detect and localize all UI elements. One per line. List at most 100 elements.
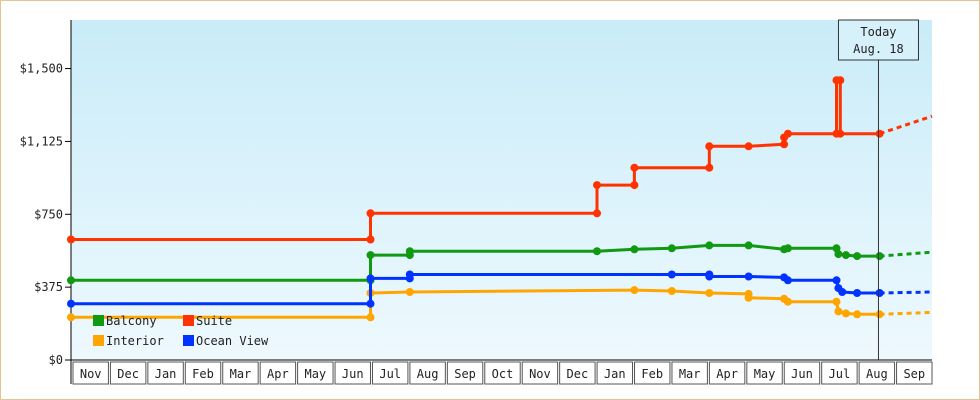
point-ocean-view-14 — [853, 289, 862, 297]
x-tick-label-6: May — [304, 367, 326, 381]
point-balcony-2 — [366, 251, 375, 260]
x-tick-label-21: Aug — [866, 367, 888, 381]
x-month-box-21 — [858, 361, 896, 385]
point-suite-10 — [780, 140, 789, 149]
point-suite-12 — [783, 129, 792, 138]
x-month-box-6 — [297, 361, 334, 385]
x-tick-label-16: Mar — [679, 367, 701, 381]
x-tick-label-8: Jul — [379, 367, 401, 381]
point-balcony-11 — [783, 244, 792, 253]
x-tick-label-17: Apr — [716, 367, 738, 381]
x-month-box-13 — [559, 361, 596, 385]
x-tick-label-4: Mar — [230, 367, 252, 381]
point-interior-14 — [853, 310, 862, 319]
point-balcony-4 — [405, 247, 414, 256]
x-month-box-5 — [259, 361, 297, 385]
x-month-box-17 — [708, 361, 746, 385]
legend-swatch-suite — [183, 315, 194, 326]
x-tick-label-19: Jun — [791, 367, 813, 381]
point-interior-0 — [67, 313, 75, 322]
point-suite-9 — [744, 142, 753, 151]
point-balcony-14 — [841, 251, 850, 260]
point-interior-4 — [630, 286, 639, 295]
x-month-box-9 — [409, 361, 446, 385]
point-interior-10 — [783, 297, 792, 306]
point-interior-8 — [744, 293, 753, 302]
x-tick-label-13: Dec — [567, 367, 589, 381]
legend-label-ocean-view: Ocean View — [196, 334, 269, 348]
legend-label-suite: Suite — [196, 314, 232, 328]
point-suite-0 — [67, 235, 75, 244]
point-suite-16 — [836, 129, 845, 138]
y-tick-label-1: $375 — [34, 280, 63, 294]
x-month-box-18 — [746, 361, 783, 385]
plot-area — [71, 20, 932, 360]
x-month-box-8 — [371, 361, 409, 385]
x-month-box-12 — [521, 361, 559, 385]
point-suite-1 — [366, 235, 375, 244]
point-ocean-view-13 — [838, 288, 847, 296]
x-month-box-0 — [72, 361, 109, 385]
x-month-box-7 — [334, 361, 371, 385]
x-tick-label-10: Sep — [454, 367, 476, 381]
x-month-box-10 — [446, 361, 484, 385]
legend-swatch-balcony — [93, 315, 104, 326]
x-tick-label-22: Sep — [903, 367, 925, 381]
x-tick-label-20: Jul — [829, 367, 851, 381]
point-interior-15 — [875, 310, 884, 319]
point-suite-5 — [630, 181, 639, 190]
y-tick-label-4: $1,500 — [20, 62, 63, 76]
today-box — [837, 19, 919, 61]
point-suite-6 — [630, 163, 639, 172]
point-suite-3 — [593, 209, 601, 218]
point-interior-13 — [841, 309, 850, 318]
y-tick-label-0: $0 — [49, 353, 63, 367]
point-suite-8 — [705, 142, 714, 151]
x-tick-label-12: Nov — [529, 367, 551, 381]
point-balcony-5 — [593, 247, 601, 256]
x-month-box-4 — [222, 361, 259, 385]
point-ocean-view-7 — [705, 272, 714, 281]
y-tick-label-2: $750 — [34, 207, 63, 221]
x-month-box-16 — [671, 361, 708, 385]
point-interior-12 — [834, 307, 843, 316]
point-ocean-view-11 — [832, 276, 841, 285]
x-month-box-3 — [184, 361, 222, 385]
x-month-box-11 — [484, 361, 521, 385]
x-month-box-19 — [783, 361, 821, 385]
series-forecast-suite — [879, 114, 933, 136]
point-balcony-6 — [630, 245, 639, 254]
point-ocean-view-4 — [405, 270, 414, 279]
legend-swatch-ocean-view — [183, 335, 194, 346]
x-tick-label-2: Jan — [155, 367, 177, 381]
x-tick-label-3: Feb — [192, 367, 214, 381]
x-tick-label-18: May — [754, 367, 776, 381]
y-tick-label-3: $1,125 — [20, 134, 63, 148]
x-tick-label-5: Apr — [267, 367, 289, 381]
point-interior-1 — [366, 313, 375, 322]
x-month-box-20 — [821, 361, 858, 385]
point-ocean-view-1 — [366, 299, 375, 308]
point-interior-3 — [405, 288, 414, 296]
point-interior-6 — [705, 289, 714, 297]
x-tick-label-7: Jun — [342, 367, 364, 381]
point-ocean-view-10 — [783, 276, 792, 285]
today-label: Today — [860, 25, 896, 39]
x-tick-label-14: Jan — [604, 367, 626, 381]
point-balcony-0 — [67, 276, 75, 285]
point-balcony-9 — [744, 241, 753, 250]
point-ocean-view-5 — [667, 270, 676, 279]
x-tick-label-0: Nov — [80, 367, 102, 381]
point-suite-15 — [836, 76, 845, 85]
point-balcony-16 — [875, 252, 884, 261]
point-suite-2 — [366, 209, 375, 218]
x-month-box-14 — [596, 361, 634, 385]
today-date: Aug. 18 — [853, 42, 904, 56]
x-month-box-15 — [634, 361, 671, 385]
point-balcony-13 — [834, 250, 843, 259]
point-balcony-15 — [853, 252, 862, 261]
point-ocean-view-0 — [67, 299, 75, 308]
x-tick-label-9: Aug — [417, 367, 439, 381]
point-ocean-view-2 — [366, 274, 375, 283]
